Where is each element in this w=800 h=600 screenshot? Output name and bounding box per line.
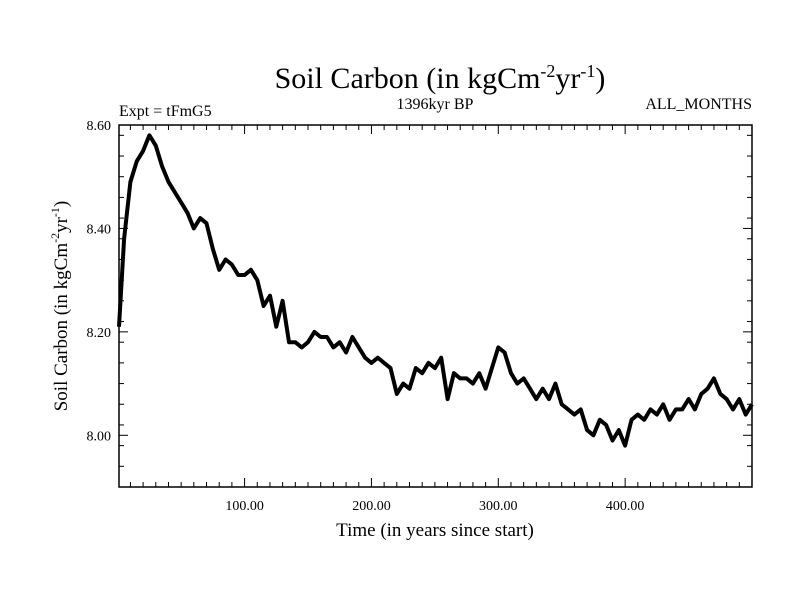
- y-axis-title: Soil Carbon (in kgCm-2yr-1): [48, 201, 72, 412]
- y-tick-label: 8.60: [87, 119, 112, 134]
- subtitle-expt: Expt = tFmG5: [119, 103, 212, 120]
- subtitle-months: ALL_MONTHS: [645, 96, 752, 113]
- y-tick-label: 8.20: [87, 326, 112, 341]
- x-tick-label: 300.00: [479, 499, 518, 514]
- subtitle-period: 1396kyr BP: [397, 96, 474, 113]
- chart-title: Soil Carbon (in kgCm-2yr-1): [275, 61, 606, 95]
- y-tick-label: 8.40: [87, 222, 112, 237]
- soil-carbon-line: [117, 133, 754, 448]
- x-axis-title: Time (in years since start): [336, 520, 534, 541]
- x-tick-label: 100.00: [225, 499, 264, 514]
- plot-frame: [118, 124, 753, 488]
- x-tick-label: 400.00: [606, 499, 645, 514]
- x-tick-label: 200.00: [352, 499, 391, 514]
- y-tick-label: 8.00: [87, 429, 112, 444]
- axis-tick-labels: 100.00 200.00 300.00 400.00 8.00 8.20 8.40 8.60: [87, 119, 645, 514]
- axis-ticks: [119, 124, 752, 487]
